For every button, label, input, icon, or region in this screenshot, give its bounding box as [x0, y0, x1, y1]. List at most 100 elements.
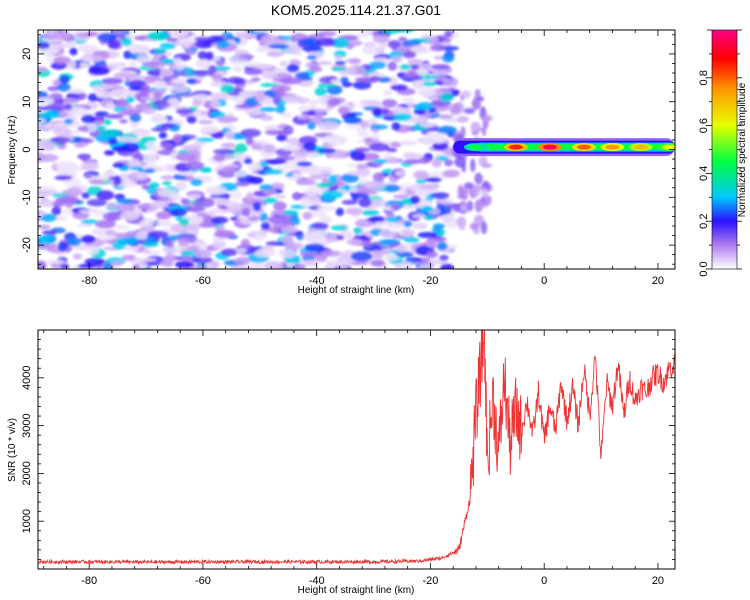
spectrogram-cell — [307, 121, 316, 130]
spectrogram-cell — [235, 181, 251, 187]
spectrogram-cell — [38, 185, 57, 191]
spectrogram-cell — [75, 223, 93, 228]
spectrogram-cell — [478, 201, 484, 210]
spectrogram-cell — [104, 150, 115, 156]
spectrogram-cell — [385, 216, 400, 223]
spectrogram-cell — [185, 51, 197, 56]
spectrogram-cell — [213, 154, 226, 162]
spectrogram-cell — [81, 161, 100, 171]
spectrogram-cell — [159, 42, 177, 50]
spectrogram-cell — [471, 184, 481, 197]
spectrogram-cell — [299, 96, 309, 106]
spectrogram-cell — [52, 43, 61, 54]
spectrogram-cell — [350, 251, 373, 262]
spectrogram-cell — [300, 115, 311, 120]
spectrogram-cell — [359, 99, 380, 105]
spectrogram-cell — [425, 239, 437, 249]
spectrogram-cell — [304, 187, 319, 197]
spectrogram-cell — [128, 79, 146, 88]
spectrogram-cell — [344, 124, 364, 129]
spectrogram-cell — [250, 143, 264, 151]
spectrogram-cell — [210, 99, 221, 109]
spectrogram-cell — [340, 76, 349, 84]
spectrogram-cell — [393, 113, 412, 122]
spectrogram-cell — [136, 171, 148, 179]
spectrogram-cell — [170, 64, 185, 71]
spectrogram-cell — [414, 257, 423, 262]
snr-y-ticks: 1000 2000 3000 4000 — [21, 339, 675, 560]
spectrogram-cell — [113, 73, 133, 79]
spectrogram-cell — [51, 30, 70, 40]
spectrogram-cell — [264, 129, 285, 136]
spectrogram-cell — [112, 162, 125, 168]
colorbar-tick-label: 0.4 — [698, 166, 710, 181]
spectrogram-cell — [241, 208, 252, 217]
spectrogram-cell — [482, 114, 493, 122]
spectrogram-cell — [38, 224, 51, 230]
spectrogram-cell — [394, 170, 406, 177]
spectrogram-cell — [38, 153, 59, 162]
spectrogram-cell — [72, 253, 83, 260]
x-tick-label: 0 — [541, 575, 547, 587]
spectrogram-cell — [402, 159, 424, 164]
spectrogram-cell — [224, 130, 235, 141]
spectrogram-cell — [299, 251, 320, 257]
spectrogram-cell — [148, 182, 160, 190]
spectrogram-cell — [266, 50, 284, 58]
spectrogram-cell — [150, 127, 169, 132]
spectrogram-cell — [211, 131, 225, 139]
spectrogram-cell — [366, 217, 384, 222]
spectrogram-cell — [153, 49, 168, 54]
spectrogram-cell — [53, 127, 72, 137]
spectrogram-cell — [214, 230, 236, 238]
spectrogram-cell — [283, 159, 303, 170]
spectrogram-cell — [261, 197, 278, 204]
spectrogram-cell — [330, 225, 348, 231]
chart-title: KOM5.2025.114.21.37.G01 — [271, 2, 441, 18]
spectrogram-cell — [481, 187, 489, 199]
spectrogram-cell — [442, 78, 457, 86]
spectrogram-cell — [407, 58, 424, 66]
spectrogram-cell — [135, 104, 145, 111]
spectrogram-cell — [279, 60, 288, 67]
spectrogram-cell — [372, 107, 382, 117]
spectrogram-cell — [158, 132, 168, 139]
spectrogram-cell — [141, 184, 151, 190]
spectrogram-cell — [113, 30, 126, 35]
spectrogram-cell — [91, 55, 102, 62]
spectrogram-cell — [308, 66, 323, 73]
spectrogram-cell — [400, 229, 414, 238]
spectrogram-cell — [196, 137, 215, 142]
spectrogram-cell — [188, 193, 201, 200]
spectrogram-cell — [152, 80, 167, 90]
spectrogram-cell — [240, 238, 251, 249]
spectrogram-cell — [174, 260, 193, 269]
spectrogram-cell — [220, 248, 238, 257]
spectrogram-cell — [234, 143, 248, 154]
spectrogram-cell — [420, 81, 437, 87]
x-tick-label: -60 — [195, 575, 211, 587]
spectrogram-cell — [387, 40, 401, 49]
spectrogram-cell — [311, 222, 329, 230]
spectrogram-cell — [78, 209, 97, 214]
spectrogram-cell — [227, 95, 239, 101]
spectrogram-cell — [218, 204, 227, 210]
spectrogram-cell — [360, 120, 370, 129]
spectrogram-cell — [369, 61, 387, 69]
spectrogram-cell — [230, 265, 252, 269]
spectrogram-cell — [57, 242, 68, 252]
snr-frame — [37, 329, 676, 570]
spectrogram-cell — [163, 253, 174, 263]
spectrogram-cell — [431, 64, 450, 70]
spectrogram-cell — [102, 262, 113, 269]
spectrogram-cell — [272, 221, 286, 228]
spectrogram-cell — [233, 170, 248, 177]
spectrogram-cell — [470, 158, 476, 173]
spectrogram-cell — [285, 258, 302, 264]
spectrogram-cell — [433, 223, 446, 229]
spectrogram-cell — [396, 244, 407, 253]
spectrogram-cell — [145, 61, 166, 69]
spectrogram-cell — [79, 61, 90, 69]
spectrogram-cell — [40, 195, 49, 203]
spectrogram-cell — [334, 60, 346, 65]
